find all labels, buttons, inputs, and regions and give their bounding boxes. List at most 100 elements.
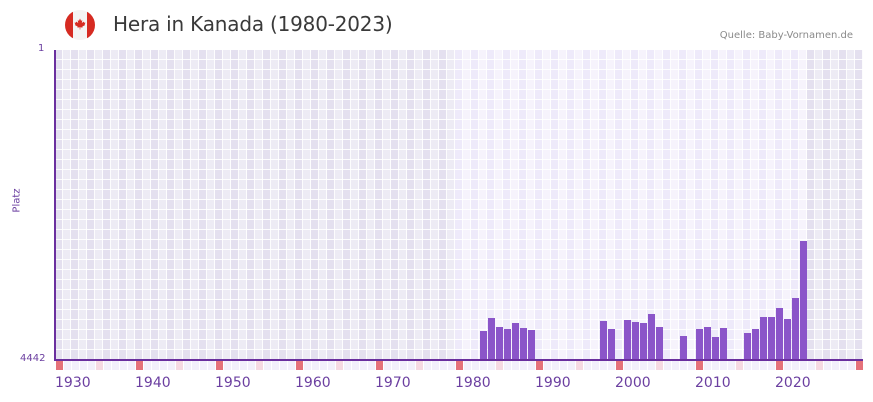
year-marker [552,361,559,370]
x-tick-label: 1980 [455,375,491,391]
year-marker [688,361,695,370]
year-marker [352,361,359,370]
year-marker [176,361,183,370]
x-tick-label: 1950 [215,375,251,391]
year-marker [768,361,775,370]
year-marker [232,361,239,370]
bar-1985[interactable] [496,327,503,360]
bar-1999[interactable] [608,329,615,360]
year-marker [856,361,863,370]
x-tick-label: 2020 [775,375,811,391]
year-marker [112,361,119,370]
x-tick-label: 1960 [295,375,331,391]
bar-2019[interactable] [768,317,775,360]
bar-2001[interactable] [624,320,631,360]
year-marker [712,361,719,370]
year-marker [160,361,167,370]
year-marker [400,361,407,370]
year-marker [208,361,215,370]
year-marker [832,361,839,370]
year-marker [640,361,647,370]
bar-2020[interactable] [776,308,783,360]
canada-flag-icon [65,10,95,40]
bar-2002[interactable] [632,322,639,360]
year-marker [488,361,495,370]
flag-band-left [65,10,73,40]
bar-1983[interactable] [480,331,487,360]
year-marker [728,361,735,370]
year-marker [824,361,831,370]
bar-2012[interactable] [712,337,719,360]
year-marker [368,361,375,370]
year-marker [576,361,583,370]
x-tick-label: 1930 [55,375,91,391]
year-marker [200,361,207,370]
year-marker [808,361,815,370]
bar-1989[interactable] [528,330,535,360]
year-marker [608,361,615,370]
year-marker [416,361,423,370]
year-marker [664,361,671,370]
source-link[interactable]: Quelle: Baby-Vornamen.de [719,30,853,41]
bar-2004[interactable] [648,314,655,360]
bar-2016[interactable] [744,333,751,360]
bar-2013[interactable] [720,328,727,360]
year-marker [624,361,631,370]
year-marker [280,361,287,370]
year-marker [696,361,703,370]
bar-2018[interactable] [760,317,767,360]
year-marker [152,361,159,370]
year-marker [168,361,175,370]
year-marker [264,361,271,370]
year-marker [256,361,263,370]
year-marker [136,361,143,370]
year-marker [424,361,431,370]
year-marker [224,361,231,370]
year-marker [64,361,71,370]
year-marker [592,361,599,370]
year-marker [584,361,591,370]
bar-1998[interactable] [600,321,607,360]
bar-2010[interactable] [696,329,703,360]
flag-band-right [87,10,95,40]
bar-1987[interactable] [512,323,519,360]
year-marker [840,361,847,370]
year-marker [520,361,527,370]
year-marker [760,361,767,370]
bar-2005[interactable] [656,327,663,360]
year-marker [376,361,383,370]
year-marker [720,361,727,370]
x-tick-label: 1940 [135,375,171,391]
year-marker [96,361,103,370]
bar-1984[interactable] [488,318,495,360]
year-marker [504,361,511,370]
bar-2017[interactable] [752,329,759,360]
year-marker [248,361,255,370]
bar-1988[interactable] [520,328,527,360]
year-marker [328,361,335,370]
plot-area [55,50,863,360]
year-marker [88,361,95,370]
bar-1986[interactable] [504,329,511,360]
bar-2022[interactable] [792,298,799,360]
year-marker [736,361,743,370]
year-marker [536,361,543,370]
year-marker [752,361,759,370]
bar-2008[interactable] [680,336,687,360]
bar-2021[interactable] [784,319,791,360]
year-marker [472,361,479,370]
year-marker [792,361,799,370]
year-marker [704,361,711,370]
bar-2023[interactable] [800,241,807,360]
year-marker [104,361,111,370]
year-marker [440,361,447,370]
maple-leaf-icon [74,18,86,30]
bar-2003[interactable] [640,323,647,360]
year-marker [848,361,855,370]
year-marker [512,361,519,370]
x-tick-label: 1990 [535,375,571,391]
year-marker [272,361,279,370]
year-marker [600,361,607,370]
year-marker [384,361,391,370]
bar-2011[interactable] [704,327,711,360]
